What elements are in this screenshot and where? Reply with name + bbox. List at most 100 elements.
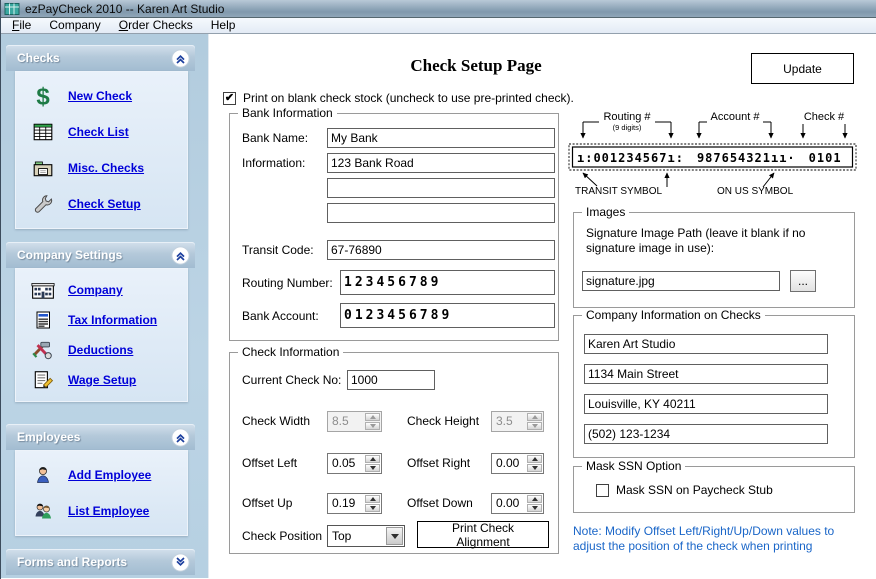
offset-down-label: Offset Down [407,496,473,510]
app-icon [4,1,20,17]
offset-right-label: Offset Right [407,456,471,470]
routing-number-input[interactable] [340,270,555,295]
sidebar-header-checks[interactable]: Checks [6,45,195,71]
check-width-spinner: 8.5 [327,411,382,432]
check-position-label: Check Position [242,529,323,543]
expand-forms-and-reports-button[interactable] [171,552,190,572]
sidebar-item-label: Wage Setup [68,373,137,387]
blank-stock-checkbox-row: ✔ Print on blank check stock (uncheck to… [223,91,574,105]
menu-order-checks[interactable]: Order Checks [118,18,193,32]
spin-up-button [365,413,380,421]
current-check-no-input[interactable] [347,370,435,390]
sidebar-item-check-setup[interactable]: Check Setup [16,186,187,222]
offset-up-spinner[interactable]: 0.19 [327,493,382,514]
company-name-input[interactable] [584,334,828,354]
collapse-company-settings-button[interactable] [171,245,190,265]
company-phone-input[interactable] [584,424,828,444]
sidebar-item-label: Check Setup [68,197,141,211]
tax-document-icon [31,309,55,331]
window-titlebar[interactable]: ezPayCheck 2010 -- Karen Art Studio [1,0,876,18]
transit-code-input[interactable] [327,240,555,260]
sidebar-section-title: Employees [17,430,81,444]
collapse-employees-button[interactable] [171,427,190,447]
blank-stock-checkbox[interactable]: ✔ [223,91,236,105]
offset-down-spinner[interactable]: 0.00 [491,493,544,514]
sidebar-item-label: Misc. Checks [68,161,145,175]
spin-down-button [365,422,380,430]
sidebar-item-list-employee[interactable]: List Employee [16,493,187,529]
sidebar-header-company-settings[interactable]: Company Settings [6,242,195,268]
sidebar-item-company[interactable]: Company [16,275,187,305]
svg-text:(9 digits): (9 digits) [613,123,642,132]
spin-up-button[interactable] [527,495,542,503]
wage-document-icon [31,369,55,391]
sidebar-item-wage-setup[interactable]: Wage Setup [16,365,187,395]
check-position-dropdown[interactable]: Top [327,525,405,547]
wrench-icon [31,193,55,215]
mask-ssn-checkbox-row: Mask SSN on Paycheck Stub [596,483,773,497]
sidebar-header-forms-and-reports[interactable]: Forms and Reports [6,549,195,575]
spin-down-button[interactable] [365,464,380,472]
chevron-up-icon [171,427,190,447]
sidebar-item-check-list[interactable]: Check List [16,114,187,150]
sidebar-section-checks: Checks $ New Check [6,45,195,229]
menu-file[interactable]: File [12,18,32,32]
company-city-input[interactable] [584,394,828,414]
check-width-label: Check Width [242,414,311,428]
browse-button[interactable]: ... [790,270,816,292]
sidebar-header-employees[interactable]: Employees [6,424,195,450]
window-title: ezPayCheck 2010 -- Karen Art Studio [25,1,225,16]
transit-code-label: Transit Code: [242,243,314,257]
sidebar-section-title: Checks [17,51,60,65]
sidebar-item-label: Tax Information [68,313,158,327]
spin-up-button[interactable] [527,455,542,463]
mask-ssn-group: Mask SSN Option Mask SSN on Paycheck Stu… [573,459,855,513]
bank-information-input-2[interactable] [327,178,555,198]
company-information-group: Company Information on Checks [573,308,855,458]
svg-text:$: $ [36,84,50,108]
group-title: Company Information on Checks [582,308,765,322]
bank-account-input[interactable] [340,303,555,328]
offset-right-spinner[interactable]: 0.00 [491,453,544,474]
sidebar-item-add-employee[interactable]: Add Employee [16,457,187,493]
check-micr-diagram: Routing # (9 digits) Account # Check # ı… [567,110,859,201]
current-check-no-label: Current Check No: [242,373,342,387]
update-button[interactable]: Update [751,53,854,84]
company-street-input[interactable] [584,364,828,384]
svg-text:ON US SYMBOL: ON US SYMBOL [717,186,794,196]
menu-help[interactable]: Help [210,18,236,32]
sidebar-item-label: Deductions [68,343,134,357]
bank-information-input-1[interactable] [327,153,555,173]
check-height-label: Check Height [407,414,480,428]
table-icon [31,121,55,143]
sidebar-section-forms-and-reports: Forms and Reports [6,549,195,575]
spin-up-button[interactable] [365,495,380,503]
spin-down-button[interactable] [365,504,380,512]
bank-information-label: Information: [242,156,306,170]
dropdown-arrow-icon[interactable] [386,527,403,545]
offset-left-label: Offset Left [242,456,298,470]
building-icon [31,279,55,301]
group-title: Mask SSN Option [582,459,686,473]
page-title: Check Setup Page [410,56,542,75]
sidebar-item-misc-checks[interactable]: Misc. Checks [16,150,187,186]
blank-stock-checkbox-label: Print on blank check stock (uncheck to u… [243,91,574,105]
menu-company[interactable]: Company [49,18,101,32]
check-height-spinner: 3.5 [491,411,544,432]
group-title: Images [582,205,630,219]
spin-down-button[interactable] [527,504,542,512]
collapse-checks-button[interactable] [171,48,190,68]
signature-image-path-input[interactable] [582,271,780,291]
sidebar-item-new-check[interactable]: $ New Check [16,78,187,114]
sidebar-item-label: List Employee [68,504,150,518]
print-check-alignment-button[interactable]: Print Check Alignment [417,521,549,549]
spin-down-button[interactable] [527,464,542,472]
offset-left-spinner[interactable]: 0.05 [327,453,382,474]
bank-information-input-3[interactable] [327,203,555,223]
mask-ssn-checkbox[interactable] [596,483,609,497]
spin-up-button[interactable] [365,455,380,463]
sidebar: Checks $ New Check [1,34,209,578]
bank-name-input[interactable] [327,128,555,148]
sidebar-item-tax-information[interactable]: Tax Information [16,305,187,335]
sidebar-item-deductions[interactable]: Deductions [16,335,187,365]
